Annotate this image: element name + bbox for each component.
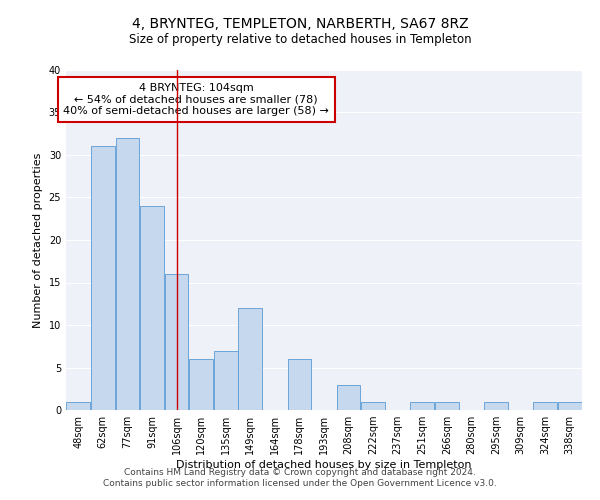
Bar [67, 402, 90, 410]
Bar [287, 359, 311, 410]
Text: Size of property relative to detached houses in Templeton: Size of property relative to detached ho… [128, 32, 472, 46]
Bar [361, 402, 385, 410]
Bar [164, 274, 188, 410]
Bar [91, 146, 115, 410]
Text: 4 BRYNTEG: 104sqm
← 54% of detached houses are smaller (78)
40% of semi-detached: 4 BRYNTEG: 104sqm ← 54% of detached hous… [63, 82, 329, 116]
Bar [410, 402, 434, 410]
Bar [214, 350, 238, 410]
Bar [238, 308, 262, 410]
Bar [484, 402, 508, 410]
Bar [140, 206, 164, 410]
X-axis label: Distribution of detached houses by size in Templeton: Distribution of detached houses by size … [176, 460, 472, 470]
Bar [558, 402, 581, 410]
Bar [533, 402, 557, 410]
Bar [435, 402, 459, 410]
Y-axis label: Number of detached properties: Number of detached properties [33, 152, 43, 328]
Text: 4, BRYNTEG, TEMPLETON, NARBERTH, SA67 8RZ: 4, BRYNTEG, TEMPLETON, NARBERTH, SA67 8R… [131, 18, 469, 32]
Bar [337, 384, 361, 410]
Text: Contains HM Land Registry data © Crown copyright and database right 2024.
Contai: Contains HM Land Registry data © Crown c… [103, 468, 497, 487]
Bar [116, 138, 139, 410]
Bar [189, 359, 213, 410]
